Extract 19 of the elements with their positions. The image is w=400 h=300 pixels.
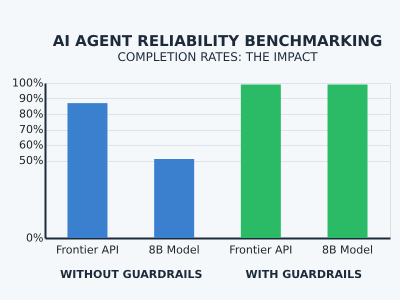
x-tick-label: 8B Model [322, 244, 374, 256]
y-tick-label: 60% [19, 138, 44, 152]
text: WITHOUT GUARDRAILS [60, 268, 202, 281]
y-tick-label: 70% [19, 123, 44, 136]
y-tick-label: 90% [19, 92, 44, 105]
y-tick-label: 50% [19, 154, 44, 167]
bar [154, 158, 194, 238]
x-tick-label: Frontier API [56, 244, 120, 256]
x-tick-label: 8B Model [148, 244, 200, 256]
y-tick-label: 80% [19, 108, 44, 120]
bar [328, 84, 368, 238]
chart-subtitle: COMPLETION RATES: THE IMPACT [117, 50, 318, 64]
y-tick-label: 100% [12, 76, 44, 90]
text: WITH GUARDRAILS [245, 268, 362, 281]
y-tick-label: 0% [26, 232, 44, 244]
chart-title: AI AGENT RELIABILITY BENCHMARKING [52, 32, 382, 50]
bar [67, 103, 108, 238]
bar [240, 84, 281, 238]
x-tick-label: Frontier API [229, 244, 292, 256]
